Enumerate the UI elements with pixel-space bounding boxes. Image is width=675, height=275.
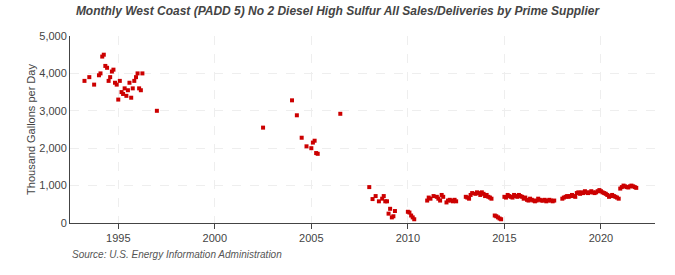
svg-text:2010: 2010 xyxy=(396,232,420,244)
svg-text:2,000: 2,000 xyxy=(39,142,67,154)
svg-text:Thousand Gallons per Day: Thousand Gallons per Day xyxy=(25,64,37,195)
svg-text:2005: 2005 xyxy=(299,232,323,244)
svg-text:2015: 2015 xyxy=(492,232,516,244)
svg-text:2020: 2020 xyxy=(589,232,613,244)
svg-text:1995: 1995 xyxy=(106,232,130,244)
svg-text:Monthly West Coast (PADD 5) No: Monthly West Coast (PADD 5) No 2 Diesel … xyxy=(76,4,601,18)
svg-text:5,000: 5,000 xyxy=(39,30,67,42)
svg-text:1,000: 1,000 xyxy=(39,179,67,191)
svg-text:4,000: 4,000 xyxy=(39,67,67,79)
svg-text:3,000: 3,000 xyxy=(39,105,67,117)
svg-text:Source: U.S. Energy Informatio: Source: U.S. Energy Information Administ… xyxy=(72,249,282,260)
svg-text:0: 0 xyxy=(61,217,67,229)
svg-text:2000: 2000 xyxy=(203,232,227,244)
